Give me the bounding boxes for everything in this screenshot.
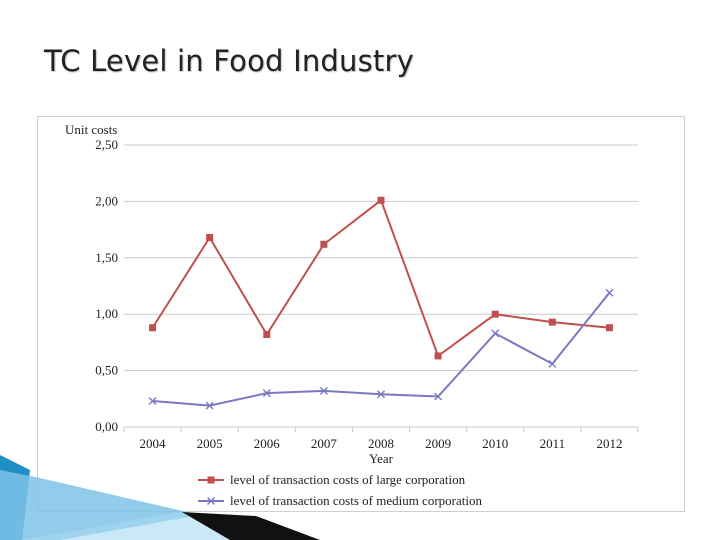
gridlines <box>123 144 639 432</box>
data-point-square <box>491 310 499 318</box>
data-point-x-stroke <box>548 359 557 368</box>
slide-title: TC Level in Food Industry <box>44 44 414 78</box>
y-tick-label: 1,50 <box>95 250 118 265</box>
y-tick-label: 1,00 <box>95 306 118 321</box>
data-point-square <box>377 196 385 204</box>
x-tick-label: 2007 <box>311 436 338 451</box>
y-tick-labels: 0,00 0,50 1,00 1,50 2,00 2,50 <box>95 137 118 434</box>
y-axis-label: Unit costs <box>65 122 117 137</box>
data-point-x <box>207 497 215 505</box>
data-point-x-stroke <box>491 329 500 338</box>
x-tick-label: 2005 <box>197 436 223 451</box>
x-tick-label: 2012 <box>596 436 622 451</box>
y-tick-label: 0,00 <box>95 419 118 434</box>
data-point-x <box>434 392 443 401</box>
data-point-x-stroke <box>262 389 271 398</box>
x-tick-labels: 2004 2005 2006 2007 2008 2009 2010 2011 2012 <box>140 436 623 451</box>
data-point-square <box>206 233 214 241</box>
data-point-x <box>319 386 328 395</box>
data-point-square <box>548 318 556 326</box>
y-tick-label: 2,00 <box>95 193 118 208</box>
legend-label: level of transaction costs of large corp… <box>230 472 466 487</box>
x-tick-label: 2004 <box>140 436 167 451</box>
data-point-square <box>320 240 328 248</box>
data-point-x <box>205 401 214 410</box>
x-axis-label: Year <box>369 451 394 466</box>
x-tick-label: 2008 <box>368 436 394 451</box>
x-tick-label: 2006 <box>254 436 281 451</box>
y-tick-label: 0,50 <box>95 363 118 378</box>
data-point-square <box>605 324 613 332</box>
y-tick-label: 2,50 <box>95 137 118 152</box>
chart-frame: 0,00 0,50 1,00 1,50 2,00 2,50 2004 2005 2006 200… <box>37 116 685 512</box>
x-tick-label: 2009 <box>425 436 451 451</box>
line-chart: 0,000,501,001,502,002,50 2004 2005 2006 200… <box>65 122 639 508</box>
legend-label: level of transaction costs of medium cor… <box>230 493 482 508</box>
swoosh-dark-shape <box>182 512 320 540</box>
data-point-x-stroke <box>205 401 214 410</box>
data-point-x-stroke <box>377 390 385 399</box>
data-point-square <box>434 352 442 360</box>
data-point-square <box>149 324 157 332</box>
x-tick-label: 2011 <box>540 436 566 451</box>
data-point-square <box>263 331 271 339</box>
data-point-x <box>605 288 614 297</box>
data-point-x-stroke <box>207 497 215 505</box>
data-point-x-stroke <box>319 386 328 395</box>
data-point-x <box>377 390 385 399</box>
data-point-x-stroke <box>148 397 157 406</box>
data-point-x <box>262 389 271 398</box>
data-point-x <box>491 329 500 338</box>
data-point-x <box>548 359 557 368</box>
data-point-square <box>207 476 215 484</box>
data-point-x-stroke <box>434 392 443 401</box>
data-point-x-stroke <box>605 288 614 297</box>
series-lines <box>148 196 614 410</box>
legend: level of transaction costs of large corp… <box>198 472 482 508</box>
data-point-x <box>148 397 157 406</box>
x-tick-label: 2010 <box>482 436 508 451</box>
